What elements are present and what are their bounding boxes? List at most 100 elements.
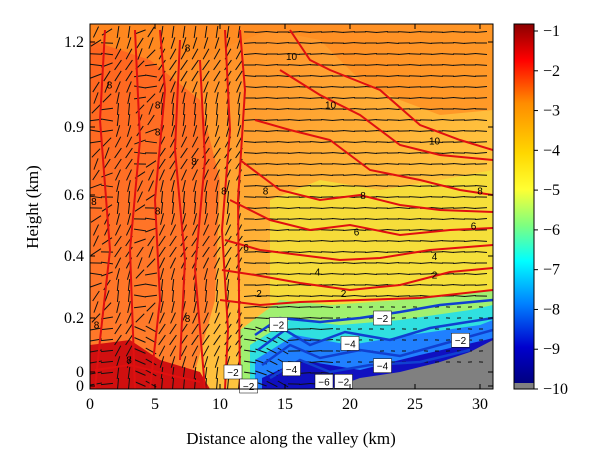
wind-arrow [204, 102, 208, 116]
wind-arrow [104, 290, 110, 302]
wind-arrow [144, 217, 158, 221]
wind-arrow [397, 97, 411, 99]
wind-arrow [298, 218, 312, 220]
wind-arrow [452, 262, 466, 264]
wind-arrow [342, 141, 356, 143]
wind-arrow [441, 152, 455, 154]
wind-arrow [226, 25, 230, 39]
wind-arrow [320, 85, 334, 89]
wind-arrow [254, 151, 268, 155]
wind-arrow [202, 48, 210, 60]
wind-arrow [287, 141, 301, 143]
wind-arrow [265, 96, 279, 100]
wind-arrow [254, 207, 268, 209]
contour-line [220, 29, 232, 389]
wind-arrow [265, 284, 279, 286]
wind-arrow [243, 327, 257, 331]
wind-arrow [103, 70, 111, 82]
wind-arrow [243, 42, 257, 44]
wind-arrow [474, 151, 488, 155]
wind-arrow [213, 59, 221, 71]
wind-arrow [148, 180, 154, 192]
wind-arrow [375, 251, 389, 253]
wind-arrow [254, 240, 268, 242]
wind-arrow [474, 97, 488, 99]
wind-arrow [452, 130, 466, 132]
wind-arrow [191, 323, 199, 335]
wind-arrow [92, 81, 100, 93]
wind-arrow [213, 158, 221, 170]
wind-arrow [441, 63, 455, 67]
wind-arrow [92, 26, 100, 38]
wind-arrow [192, 169, 198, 181]
wind-arrow [309, 261, 323, 265]
wind-arrow [419, 284, 433, 286]
wind-arrow [114, 323, 122, 335]
wind-arrow [134, 238, 146, 244]
wind-arrow [180, 147, 188, 159]
wind-arrow [364, 240, 378, 242]
wind-arrow [287, 85, 301, 89]
wind-arrow [331, 152, 345, 154]
wind-arrow [364, 174, 378, 176]
wind-arrow [90, 360, 102, 364]
wind-arrow [137, 257, 143, 269]
wind-arrow [287, 328, 301, 330]
wind-arrow [386, 53, 400, 55]
wind-arrow [375, 162, 389, 166]
wind-arrow [226, 278, 230, 292]
wind-arrow [441, 30, 455, 34]
wind-arrow [254, 317, 268, 319]
wind-arrow [93, 158, 99, 170]
wind-arrow [463, 240, 477, 242]
wind-arrow [216, 377, 219, 389]
wind-arrow [430, 31, 444, 33]
boxed-label-box [269, 317, 288, 332]
wind-arrow [277, 380, 289, 388]
contour-label: 8 [263, 186, 269, 197]
wind-arrow [386, 42, 400, 44]
wind-arrow [144, 63, 158, 67]
wind-arrow [255, 370, 267, 376]
wind-arrow [114, 235, 122, 247]
contour-label: 8 [185, 44, 191, 55]
wind-arrow [127, 289, 131, 303]
wind-arrow [116, 213, 120, 225]
wind-arrow [170, 169, 176, 181]
wind-arrow [135, 313, 145, 323]
wind-arrow [125, 224, 133, 236]
wind-arrow [116, 201, 120, 215]
wind-arrow [202, 235, 210, 247]
wind-arrow [215, 278, 219, 292]
wind-arrow [101, 237, 113, 245]
wind-arrow [408, 229, 422, 231]
wind-arrow [276, 130, 290, 132]
wind-arrow [408, 86, 422, 88]
wind-arrow [204, 301, 208, 313]
y-tick-label: 0.9 [64, 119, 84, 136]
wind-arrow [114, 246, 122, 258]
contour-label: 4 [315, 268, 321, 279]
wind-arrow [408, 262, 422, 264]
wind-arrow [331, 30, 345, 34]
wind-arrow [397, 240, 411, 242]
wind-arrow [276, 240, 290, 242]
boxed-label-box [340, 336, 360, 351]
wind-arrow [125, 323, 133, 335]
wind-arrow [265, 152, 279, 154]
wind-arrow [134, 204, 146, 212]
wind-arrow [171, 301, 175, 313]
wind-arrow [353, 86, 367, 88]
wind-arrow [214, 356, 220, 368]
wind-arrow [213, 334, 221, 346]
wind-arrow [115, 81, 121, 93]
wind-arrow [90, 73, 102, 79]
wind-arrow [276, 163, 290, 165]
y-axis-title: Height (km) [23, 165, 42, 249]
wind-arrow [375, 96, 389, 100]
wind-arrow [215, 180, 219, 192]
wind-arrow [203, 356, 209, 368]
wind-arrow [243, 140, 257, 144]
wind-arrow [127, 25, 131, 39]
wind-arrow [191, 147, 199, 159]
